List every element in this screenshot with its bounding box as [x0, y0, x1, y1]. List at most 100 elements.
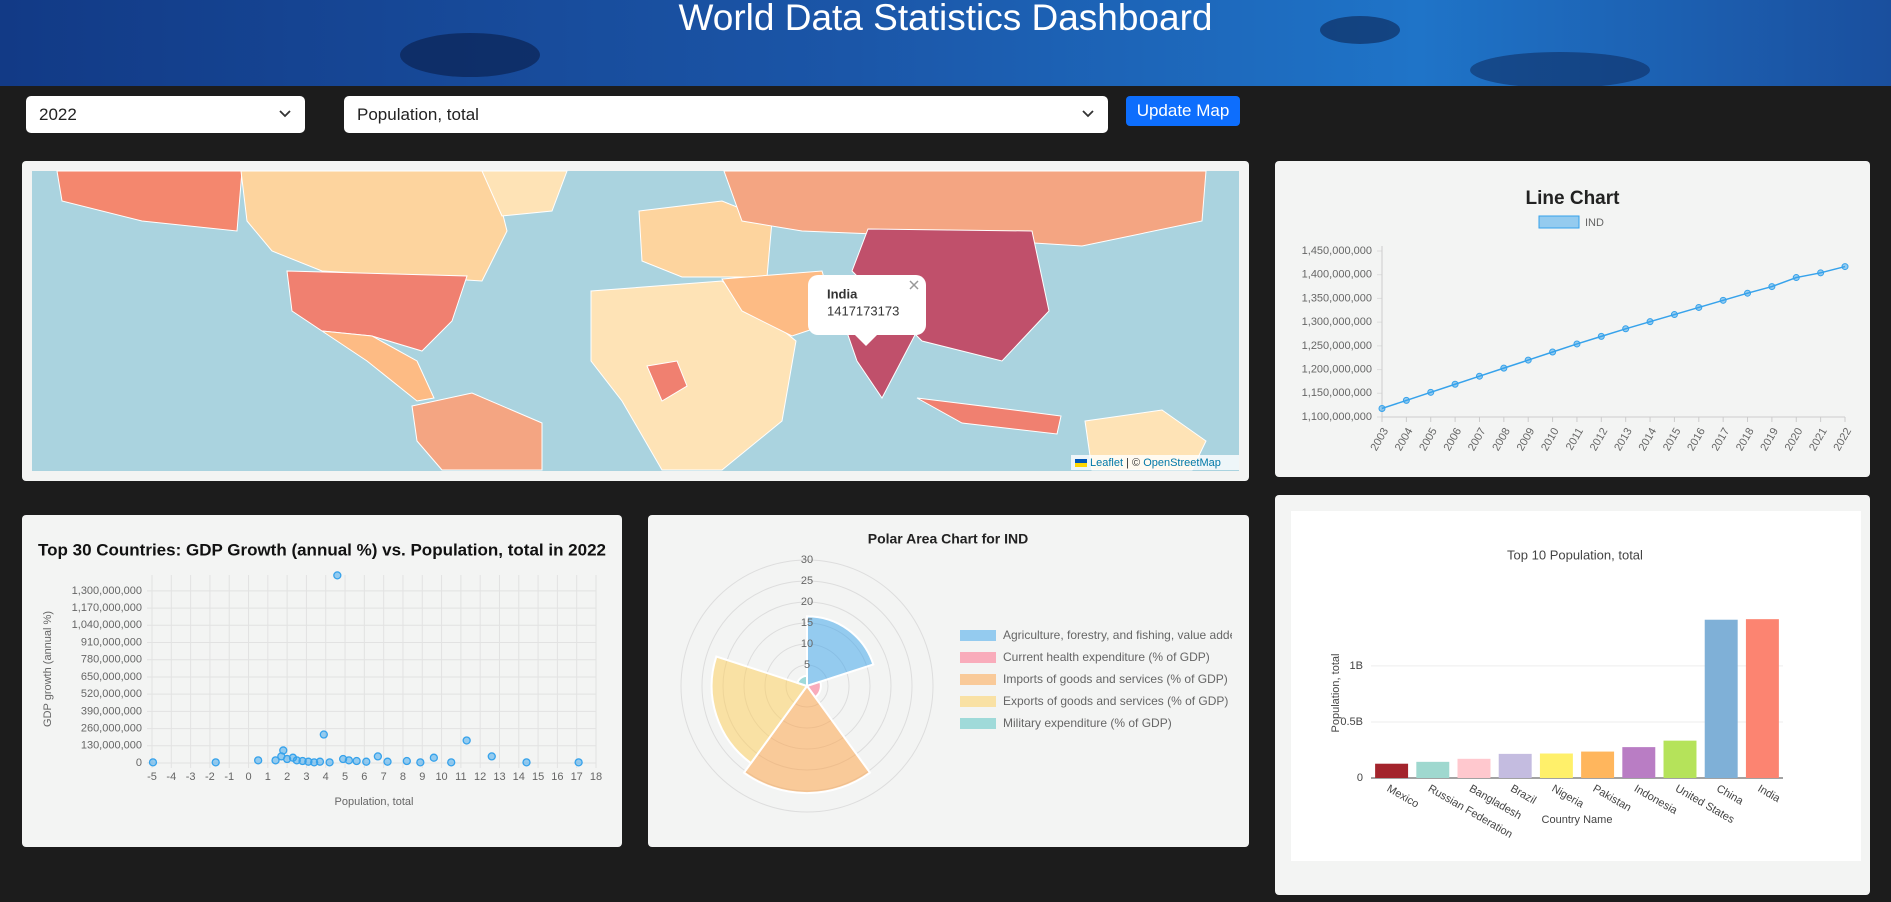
- y-tick-label: 1,040,000,000: [72, 619, 142, 631]
- chevron: [279, 110, 291, 118]
- popup-value: 1417173173: [827, 303, 899, 318]
- y-axis-title: GDP growth (annual %): [42, 611, 54, 727]
- y-tick-label: 1,300,000,000: [72, 585, 142, 597]
- x-tick-label: 1: [265, 771, 271, 783]
- y-tick-label: 1,450,000,000: [1302, 245, 1372, 257]
- x-tick-label: 2010: [1539, 426, 1562, 453]
- data-point: [1549, 348, 1557, 356]
- y-tick-label: 1,170,000,000: [72, 602, 142, 614]
- scatter-chart: Top 30 Countries: GDP Growth (annual %) …: [38, 540, 606, 807]
- x-tick-label: 0: [245, 771, 251, 783]
- y-tick-label: 1,200,000,000: [1302, 363, 1372, 375]
- y-tick-label: 1B: [1350, 660, 1363, 672]
- flag: [1075, 463, 1087, 467]
- data-point: [211, 758, 220, 767]
- x-tick-label: 2017: [1710, 426, 1733, 453]
- flag: [1075, 459, 1087, 463]
- chart-title: Line Chart: [1526, 188, 1621, 209]
- attribution-link[interactable]: Leaflet: [1090, 457, 1123, 469]
- y-tick-label: 0: [1357, 772, 1363, 784]
- x-tick-label: -4: [166, 771, 176, 783]
- data-point: [1475, 372, 1483, 380]
- r-tick-label: 25: [801, 575, 813, 587]
- legend-label: Exports of goods and services (% of GDP): [1003, 694, 1228, 708]
- polar-segment: [710, 655, 809, 765]
- data-point: [574, 758, 583, 767]
- data-point: [362, 757, 371, 766]
- x-tick-label: 2003: [1368, 426, 1391, 453]
- data-point: [1744, 289, 1752, 297]
- y-axis-title: Population, total: [1330, 654, 1342, 733]
- polar-chart: Polar Area Chart for IND 5 10 15 20 25 30 Agric…: [680, 531, 1232, 813]
- x-tick-label: 2007: [1466, 426, 1489, 453]
- country-shape: [411, 392, 543, 471]
- year-select[interactable]: 2022: [26, 96, 305, 133]
- data-point: [1695, 303, 1703, 311]
- y-tick-label: 260,000,000: [81, 722, 142, 734]
- indicator-select[interactable]: Population, total: [344, 96, 1108, 133]
- map-popup[interactable]: India 1417173173: [808, 275, 926, 346]
- x-tick-label: -3: [186, 771, 196, 783]
- data-point: [462, 736, 471, 745]
- country-shape: [286, 270, 468, 352]
- x-tick-label: 14: [513, 771, 525, 783]
- x-tick-label: 2011: [1564, 426, 1586, 452]
- country-shape: [646, 360, 688, 402]
- bar: [1704, 619, 1738, 778]
- data-point: [1841, 263, 1849, 271]
- x-tick-label: 2005: [1417, 426, 1440, 453]
- y-tick-label: 130,000,000: [81, 740, 142, 752]
- island-shape: [1320, 16, 1400, 44]
- x-tick-label: 6: [361, 771, 367, 783]
- bar-chart-panel: Top 10 Population, total 0 0.5B 1B Mexico Rus…: [1275, 495, 1870, 895]
- x-axis-title: Country Name: [1542, 814, 1613, 826]
- data-point: [148, 758, 158, 767]
- bar: [1622, 747, 1656, 778]
- data-point: [402, 756, 411, 766]
- line-chart: Line Chart IND 1,100,000,000 1,150,000,000 1…: [1302, 188, 1854, 453]
- island-shape: [400, 33, 540, 77]
- country-shape: [56, 170, 243, 232]
- grid-circle: [680, 559, 934, 813]
- data-point: [487, 752, 496, 761]
- x-tick-label: 7: [381, 771, 387, 783]
- popup-country: India: [827, 286, 858, 301]
- map-panel: India 1417173173 Leaflet | © OpenStreetM…: [22, 161, 1249, 481]
- map[interactable]: India 1417173173 Leaflet | © OpenStreetM…: [22, 161, 1249, 481]
- popup-close[interactable]: [909, 280, 919, 290]
- y-tick-label: 0: [136, 757, 142, 769]
- x-tick-label: 2014: [1637, 426, 1660, 453]
- y-tick-label: 1,400,000,000: [1302, 269, 1372, 281]
- data-point: [1500, 364, 1508, 372]
- data-point: [383, 757, 392, 766]
- x-tick-label: 2022: [1831, 426, 1854, 453]
- polar-segment: [806, 615, 875, 688]
- chart-title: Top 10 Population, total: [1507, 547, 1643, 562]
- chart-title: Polar Area Chart for IND: [868, 531, 1029, 547]
- attribution-link[interactable]: OpenStreetMap: [1143, 457, 1221, 469]
- x-tick-label: 3: [303, 771, 309, 783]
- update-map-button[interactable]: Update Map: [1126, 96, 1240, 126]
- x-tick-label: 2009: [1515, 426, 1538, 453]
- x-tick-label: 11: [455, 771, 466, 783]
- legend-label: Imports of goods and services (% of GDP): [1003, 672, 1228, 686]
- page-title: World Data Statistics Dashboard: [678, 0, 1213, 38]
- country-shape: [321, 330, 435, 402]
- legend-swatch: [960, 696, 996, 707]
- scatter-chart-panel: Top 30 Countries: GDP Growth (annual %) …: [22, 515, 622, 847]
- data-point: [1378, 404, 1386, 412]
- bar: [1375, 763, 1409, 778]
- x-tick-label: 2020: [1783, 426, 1806, 453]
- data-point: [373, 752, 383, 761]
- r-tick-label: 10: [801, 638, 813, 650]
- y-tick-label: 0.5B: [1340, 716, 1363, 728]
- x-tick-label: 9: [419, 771, 425, 783]
- x-tick-label: 15: [532, 771, 544, 783]
- data-point: [344, 756, 354, 765]
- y-tick-label: 650,000,000: [81, 671, 142, 683]
- x-tick-label: 2021: [1807, 426, 1830, 453]
- y-tick-label: 390,000,000: [81, 705, 142, 717]
- attribution-separator: | ©: [1126, 457, 1140, 469]
- polar-segment: [796, 674, 808, 688]
